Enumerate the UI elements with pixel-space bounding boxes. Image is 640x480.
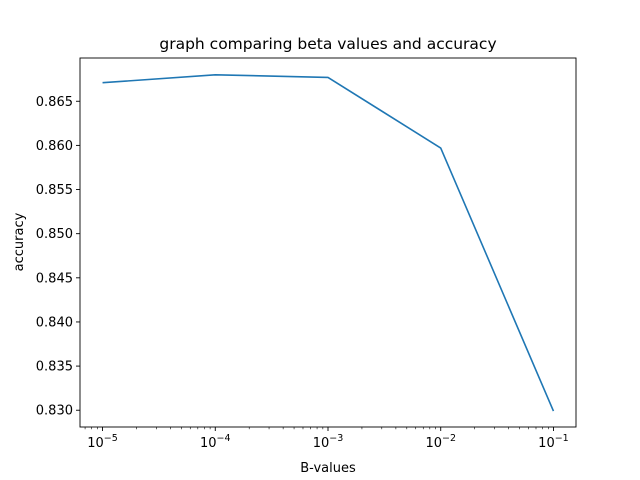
x-tick-label: 10−2 <box>425 433 456 451</box>
x-tick-label: 10−3 <box>313 433 344 451</box>
y-tick-label: 0.845 <box>36 271 73 286</box>
y-axis-label: accuracy <box>12 212 27 271</box>
y-tick-label: 0.830 <box>36 404 73 419</box>
x-axis: 10−5 10−4 10−3 10−2 10−1 <box>84 427 569 451</box>
y-tick-label: 0.850 <box>36 227 73 242</box>
y-tick-label: 0.860 <box>36 139 73 154</box>
series-line <box>102 73 555 412</box>
y-axis: 0.830 0.835 0.840 0.845 0.850 0.855 0.860 0.865 <box>36 95 80 419</box>
x-axis-label: B-values <box>300 461 356 476</box>
y-tick-label: 0.865 <box>36 95 73 110</box>
chart-title: graph comparing beta values and accuracy <box>159 35 496 53</box>
y-tick-label: 0.840 <box>36 315 73 330</box>
y-tick-label: 0.855 <box>36 183 73 198</box>
x-tick-label: 10−4 <box>200 433 231 451</box>
x-tick-label: 10−1 <box>538 433 569 451</box>
y-tick-label: 0.835 <box>36 360 73 375</box>
x-tick-label: 10−5 <box>87 433 118 451</box>
